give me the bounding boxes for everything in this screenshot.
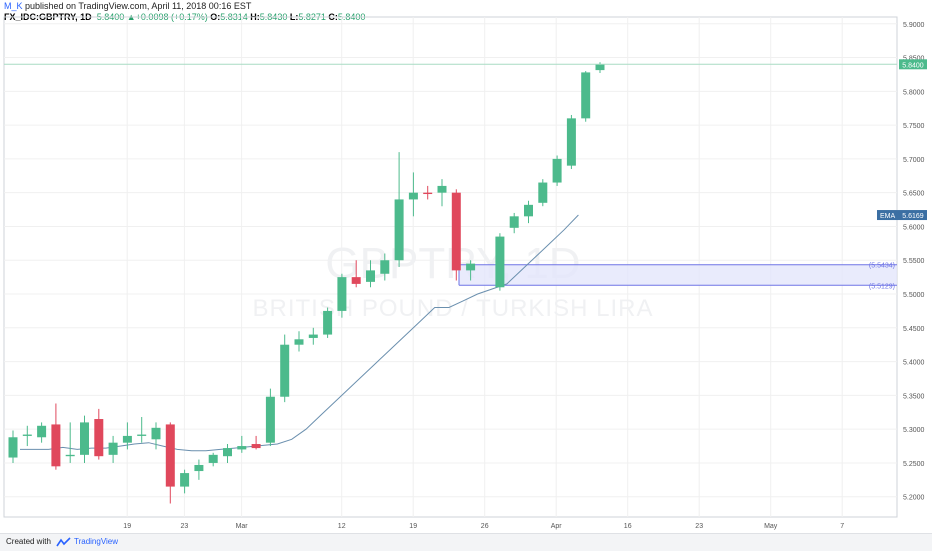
candle-up[interactable] xyxy=(524,204,533,217)
x-tick-label: May xyxy=(764,523,778,530)
zone-bottom-label: (5.5129) xyxy=(869,283,895,290)
candle-up[interactable] xyxy=(137,434,147,436)
y-tick-label: 5.5500 xyxy=(903,258,925,265)
y-tick-label: 5.2500 xyxy=(903,461,925,468)
x-tick-label: 26 xyxy=(481,523,489,530)
y-tick-label: 5.5000 xyxy=(903,292,925,299)
candle-up[interactable] xyxy=(552,158,562,183)
x-tick-label: 19 xyxy=(123,523,131,530)
candle-up[interactable] xyxy=(22,434,32,436)
x-tick-label: 19 xyxy=(409,523,417,530)
candle-up[interactable] xyxy=(437,185,447,193)
candle-up[interactable] xyxy=(265,396,275,443)
candle-up[interactable] xyxy=(65,454,75,457)
ema-name-label: EMA xyxy=(880,213,896,220)
candle-up[interactable] xyxy=(294,339,304,345)
y-tick-label: 5.3000 xyxy=(903,427,925,434)
publish-line: M_K published on TradingView.com, April … xyxy=(4,1,924,12)
author-link[interactable]: M_K xyxy=(4,1,23,11)
y-tick-label: 5.8000 xyxy=(903,89,925,96)
candlestick-chart[interactable]: GBPTRY, 1D BRITISH POUND / TURKISH LIRA … xyxy=(0,0,932,533)
candle-down[interactable] xyxy=(423,192,433,195)
candle-up[interactable] xyxy=(394,199,404,261)
last-price-tag xyxy=(899,59,927,70)
y-tick-label: 5.8500 xyxy=(903,56,925,63)
candle-up[interactable] xyxy=(151,427,161,440)
support-zone[interactable]: (5.5434) (5.5129) xyxy=(458,263,897,291)
y-tick-label: 5.3500 xyxy=(903,393,925,400)
zone-top-label: (5.5434) xyxy=(869,263,895,270)
axes: 5.9000 5.8500 5.8000 5.7500 5.7000 5.6500 5.60… xyxy=(123,22,924,530)
candle-up[interactable] xyxy=(566,118,576,166)
candle-down[interactable] xyxy=(251,444,261,449)
y-tick-label: 5.2000 xyxy=(903,495,925,502)
y-tick-label: 5.6000 xyxy=(903,224,925,231)
watermark-subtitle: BRITISH POUND / TURKISH LIRA xyxy=(253,295,654,322)
candle-up[interactable] xyxy=(538,182,548,203)
candle-down[interactable] xyxy=(165,424,175,487)
y-tick-label: 5.4000 xyxy=(903,360,925,367)
last-price-label: 5.8400 xyxy=(902,62,924,69)
y-tick-label: 5.6500 xyxy=(903,191,925,198)
created-with-text: Created with xyxy=(6,537,51,546)
candle-down[interactable] xyxy=(451,192,461,271)
candle-down[interactable] xyxy=(94,419,104,457)
ema-tag xyxy=(877,210,927,221)
y-tick-label: 5.7000 xyxy=(903,157,925,164)
x-tick-label: 7 xyxy=(840,523,844,530)
candle-up[interactable] xyxy=(595,64,605,71)
candle-up[interactable] xyxy=(80,422,89,455)
candle-up[interactable] xyxy=(337,277,347,311)
candle-up[interactable] xyxy=(8,437,18,458)
candles[interactable] xyxy=(8,62,605,504)
x-tick-label: 23 xyxy=(181,523,189,530)
y-tick-label: 5.4500 xyxy=(903,326,925,333)
candle-up[interactable] xyxy=(495,236,505,288)
candle-up[interactable] xyxy=(180,473,190,487)
candle-down[interactable] xyxy=(351,277,361,284)
candle-up[interactable] xyxy=(408,192,418,200)
candle-up[interactable] xyxy=(466,263,476,271)
footer: Created with TradingView xyxy=(0,533,932,551)
candle-up[interactable] xyxy=(223,448,232,457)
candle-up[interactable] xyxy=(208,454,218,463)
candle-up[interactable] xyxy=(581,72,591,119)
x-tick-label: 16 xyxy=(624,523,632,530)
x-tick-label: Mar xyxy=(236,523,249,530)
y-tick-label: 5.9000 xyxy=(903,22,925,29)
candle-up[interactable] xyxy=(509,216,519,228)
zone-fill[interactable] xyxy=(459,264,897,286)
x-tick-label: 12 xyxy=(338,523,346,530)
candle-up[interactable] xyxy=(380,260,390,274)
candle-up[interactable] xyxy=(122,435,132,443)
publish-info: published on TradingView.com, April 11, … xyxy=(22,1,252,11)
candle-up[interactable] xyxy=(237,446,247,450)
ema-value-label: 5.6169 xyxy=(902,213,924,220)
price-labels: 5.8400 EMA 5.6169 xyxy=(4,59,927,221)
tradingview-brand-link[interactable]: TradingView xyxy=(74,537,119,546)
candle-up[interactable] xyxy=(366,270,375,282)
tradingview-logo-icon[interactable] xyxy=(56,537,71,547)
candle-up[interactable] xyxy=(37,425,47,438)
candle-up[interactable] xyxy=(280,344,290,397)
candle-up[interactable] xyxy=(108,442,118,455)
candle-up[interactable] xyxy=(323,310,333,335)
y-tick-label: 5.7500 xyxy=(903,123,925,130)
x-tick-label: Apr xyxy=(551,523,563,530)
candle-down[interactable] xyxy=(51,424,61,467)
candle-up[interactable] xyxy=(308,334,318,338)
x-tick-label: 23 xyxy=(695,523,703,530)
candle-up[interactable] xyxy=(194,464,204,472)
